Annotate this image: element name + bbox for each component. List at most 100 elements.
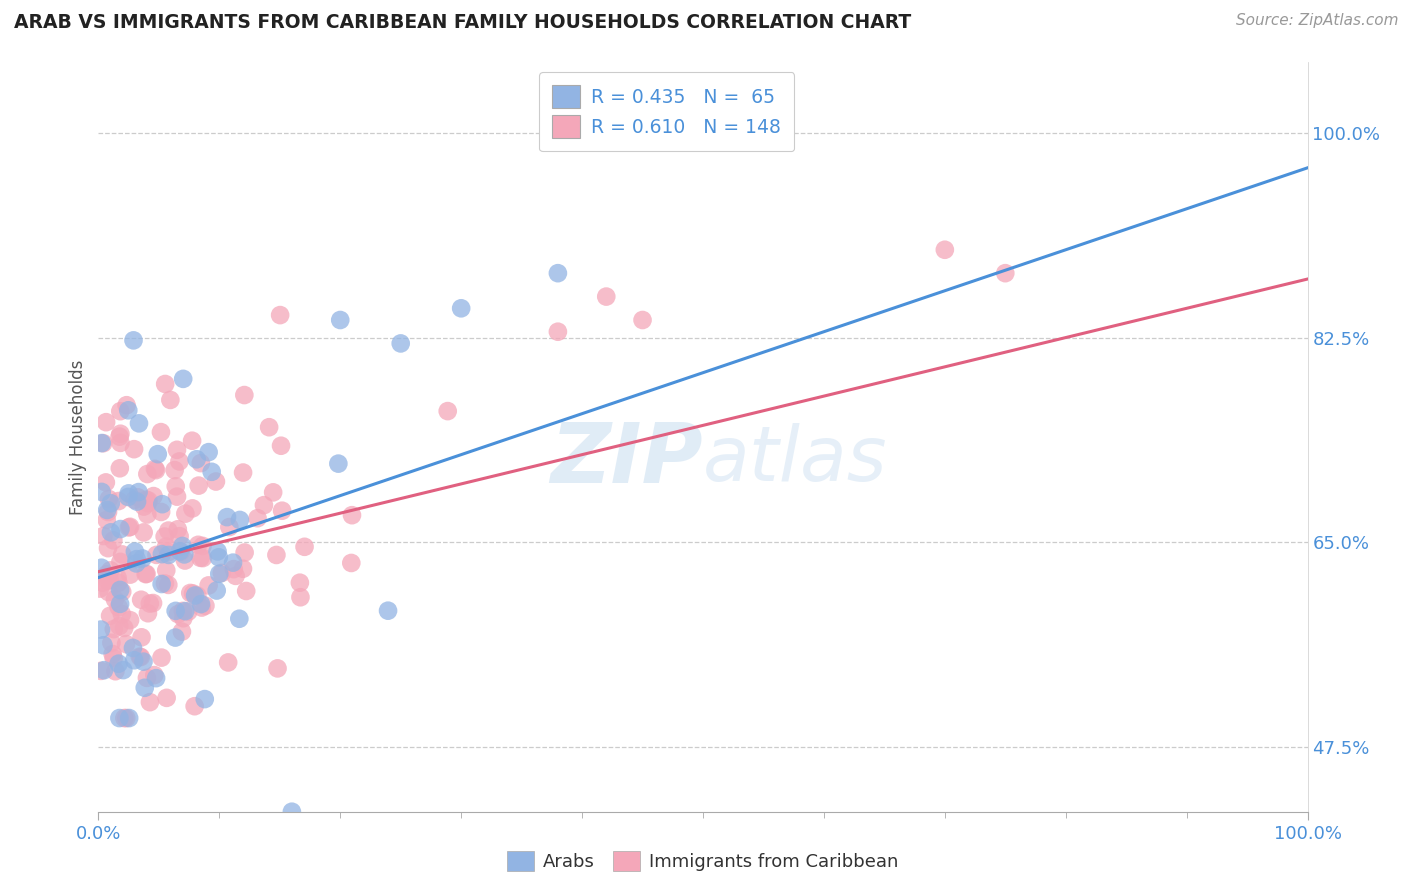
Point [120, 520, 142, 534]
Point [294, 540, 316, 554]
Text: Source: ZipAtlas.com: Source: ZipAtlas.com [1236, 13, 1399, 29]
Point [97, 585, 120, 599]
Point [112, 711, 135, 725]
Point [118, 486, 141, 500]
Legend: Arabs, Immigrants from Caribbean: Arabs, Immigrants from Caribbean [501, 844, 905, 879]
Point [120, 567, 142, 582]
Point [450, 301, 472, 316]
Point [211, 566, 233, 580]
Point [994, 266, 1017, 280]
Point [107, 657, 129, 671]
Point [169, 529, 191, 543]
Point [222, 562, 245, 576]
Point [389, 336, 412, 351]
Point [93, 529, 115, 543]
Point [142, 489, 165, 503]
Point [595, 289, 617, 303]
Point [97, 574, 120, 588]
Point [104, 664, 127, 678]
Point [155, 563, 177, 577]
Point [136, 508, 159, 522]
Point [165, 631, 187, 645]
Point [167, 607, 190, 621]
Point [104, 592, 127, 607]
Point [150, 577, 173, 591]
Point [262, 485, 284, 500]
Point [172, 372, 194, 386]
Point [110, 522, 132, 536]
Point [110, 435, 132, 450]
Point [122, 653, 145, 667]
Point [128, 485, 150, 500]
Point [124, 492, 146, 507]
Point [184, 589, 207, 603]
Point [125, 552, 148, 566]
Point [157, 578, 180, 592]
Y-axis label: Family Households: Family Households [69, 359, 87, 515]
Point [136, 467, 159, 481]
Point [150, 547, 173, 561]
Point [107, 570, 129, 584]
Point [149, 425, 172, 439]
Point [153, 530, 176, 544]
Point [110, 426, 132, 441]
Point [135, 671, 157, 685]
Point [142, 596, 165, 610]
Point [170, 545, 193, 559]
Point [271, 504, 294, 518]
Point [118, 711, 141, 725]
Point [165, 604, 187, 618]
Point [145, 671, 167, 685]
Point [122, 442, 145, 457]
Point [136, 496, 159, 510]
Point [290, 591, 312, 605]
Point [181, 434, 204, 448]
Point [233, 545, 256, 559]
Point [108, 582, 131, 597]
Point [215, 510, 238, 524]
Point [235, 584, 257, 599]
Point [207, 544, 229, 558]
Point [117, 490, 139, 504]
Point [253, 498, 276, 512]
Point [108, 597, 131, 611]
Point [150, 497, 173, 511]
Point [197, 578, 219, 592]
Point [233, 388, 256, 402]
Point [165, 479, 187, 493]
Point [97, 491, 120, 506]
Point [194, 692, 217, 706]
Point [101, 647, 124, 661]
Point [190, 600, 212, 615]
Point [174, 553, 197, 567]
Point [169, 544, 191, 558]
Point [187, 478, 209, 492]
Point [340, 556, 363, 570]
Point [90, 436, 112, 450]
Point [329, 313, 352, 327]
Point [225, 569, 247, 583]
Point [218, 520, 240, 534]
Point [186, 452, 208, 467]
Point [172, 604, 194, 618]
Point [125, 494, 148, 508]
Legend: R = 0.435   N =  65, R = 0.610   N = 148: R = 0.435 N = 65, R = 0.610 N = 148 [538, 72, 794, 152]
Point [181, 586, 204, 600]
Point [103, 533, 125, 548]
Point [112, 663, 135, 677]
Point [115, 637, 138, 651]
Point [166, 522, 188, 536]
Point [547, 266, 569, 280]
Point [100, 496, 122, 510]
Point [111, 607, 134, 621]
Point [108, 711, 131, 725]
Point [98, 608, 121, 623]
Point [96, 513, 118, 527]
Point [150, 650, 173, 665]
Point [145, 463, 167, 477]
Point [201, 465, 224, 479]
Point [110, 404, 132, 418]
Point [197, 445, 219, 459]
Point [90, 560, 112, 574]
Point [166, 442, 188, 457]
